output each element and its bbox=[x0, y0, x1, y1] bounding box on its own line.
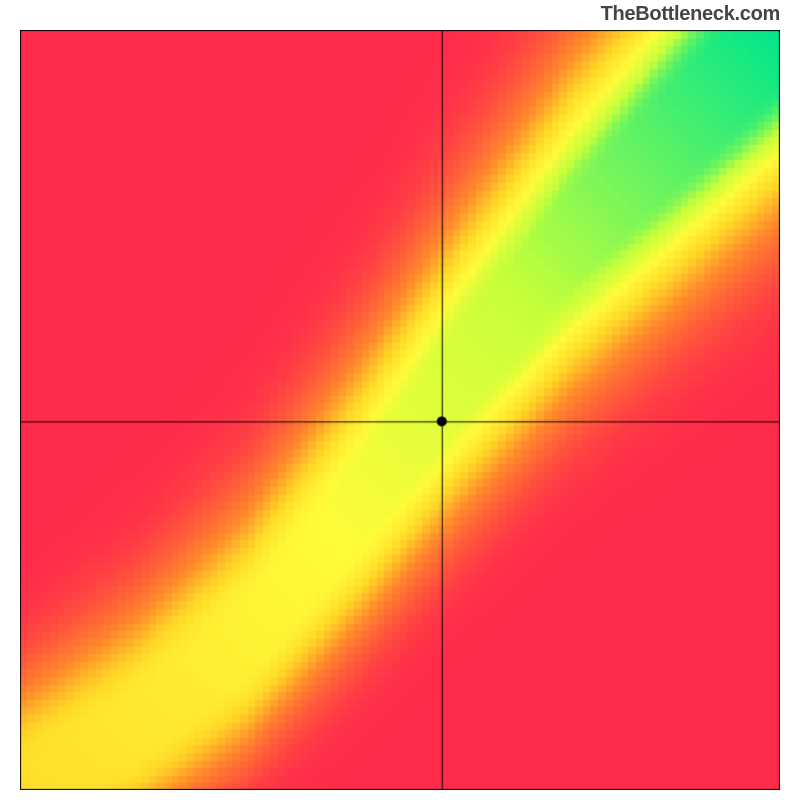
heatmap-canvas bbox=[20, 30, 780, 790]
watermark-text: TheBottleneck.com bbox=[601, 3, 780, 26]
heatmap-plot bbox=[20, 30, 780, 790]
